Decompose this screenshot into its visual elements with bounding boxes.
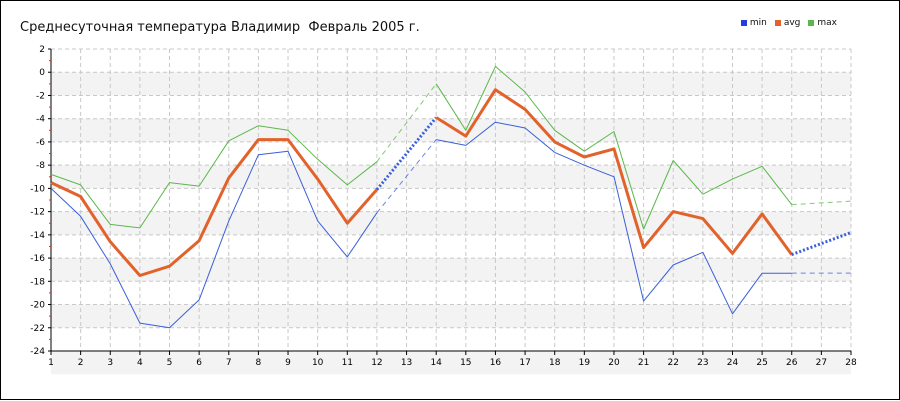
- x-tick-label: 15: [460, 358, 471, 368]
- legend-label-avg: avg: [783, 18, 801, 28]
- x-tick-label: 26: [786, 358, 798, 368]
- series-min-line: [50, 150, 378, 329]
- x-tick-label: 14: [430, 358, 442, 368]
- legend-item-max: max: [808, 18, 837, 28]
- plot-band: [51, 165, 851, 189]
- series-min-gap-line: [376, 139, 437, 214]
- plot-band: [51, 281, 851, 305]
- plot-band: [51, 49, 851, 73]
- x-tick-label: 7: [226, 358, 232, 368]
- x-tick-label: 12: [371, 358, 382, 368]
- legend-swatch-avg: [774, 20, 781, 26]
- y-tick-label: -14: [30, 231, 45, 241]
- x-tick-label: 2: [78, 358, 84, 368]
- series-avg-line: [50, 138, 379, 277]
- legend-swatch-max: [808, 20, 815, 26]
- plot-band: [51, 188, 851, 212]
- series-avg-gap-line: [791, 231, 852, 256]
- x-tick-label: 6: [196, 358, 202, 368]
- legend-label-min: min: [749, 18, 767, 28]
- x-tick-label: 16: [490, 358, 502, 368]
- y-tick-label: -12: [30, 208, 45, 218]
- plot-band: [51, 141, 851, 166]
- chart-title: Среднесуточная температура Владимир Февр…: [20, 20, 420, 35]
- x-tick-label: 18: [549, 358, 561, 368]
- y-tick-label: -10: [30, 184, 45, 194]
- legend-label-max: max: [817, 18, 837, 28]
- series-max-line: [50, 125, 378, 229]
- legend-item-avg: avg: [774, 18, 801, 28]
- plot-band: [51, 211, 851, 235]
- series-min-line: [436, 121, 792, 315]
- x-tick-label: 9: [285, 358, 291, 368]
- x-tick-label: 11: [342, 358, 353, 368]
- x-tick-label: 13: [401, 358, 412, 368]
- y-tick-label: -16: [30, 254, 45, 264]
- y-tick-label: -20: [30, 301, 45, 311]
- series-max-gap-line: [376, 83, 437, 162]
- series-max-gap-line: [791, 200, 852, 206]
- y-tick-label: 0: [39, 68, 45, 78]
- plot-band: [51, 72, 851, 96]
- legend-item-min: min: [740, 18, 767, 28]
- y-tick-label: -4: [36, 115, 45, 125]
- x-tick-label: 10: [312, 358, 324, 368]
- x-tick-label: 20: [608, 358, 620, 368]
- x-tick-label: 1: [48, 358, 54, 368]
- y-tick-label: -24: [30, 347, 45, 357]
- plot-band: [51, 118, 851, 142]
- y-tick-label: -18: [30, 277, 45, 287]
- plot-band: [51, 351, 851, 375]
- series-avg-line: [435, 88, 793, 256]
- y-tick-label: 2: [39, 45, 45, 55]
- x-tick-label: 4: [137, 358, 143, 368]
- x-tick-label: 17: [519, 358, 530, 368]
- x-tick-label: 5: [167, 358, 173, 368]
- x-tick-label: 28: [845, 358, 857, 368]
- plot-band: [51, 234, 851, 259]
- x-tick-label: 25: [756, 358, 767, 368]
- series-avg-gap-line: [375, 116, 438, 191]
- legend-swatch-min: [740, 20, 747, 26]
- plot-band: [51, 327, 851, 351]
- x-tick-label: 22: [667, 358, 678, 368]
- plot-band: [51, 304, 851, 328]
- plot-band: [51, 258, 851, 282]
- x-tick-label: 3: [107, 358, 113, 368]
- x-tick-label: 19: [579, 358, 591, 368]
- x-tick-label: 8: [256, 358, 262, 368]
- y-tick-label: -6: [36, 138, 45, 148]
- y-tick-label: -22: [30, 324, 45, 334]
- y-tick-label: -2: [36, 91, 45, 101]
- series-max-line: [435, 65, 793, 230]
- y-tick-label: -8: [36, 161, 45, 171]
- x-tick-label: 24: [727, 358, 739, 368]
- x-tick-label: 23: [697, 358, 708, 368]
- x-tick-label: 27: [816, 358, 827, 368]
- x-tick-label: 21: [638, 358, 649, 368]
- legend: min avg max: [740, 18, 837, 28]
